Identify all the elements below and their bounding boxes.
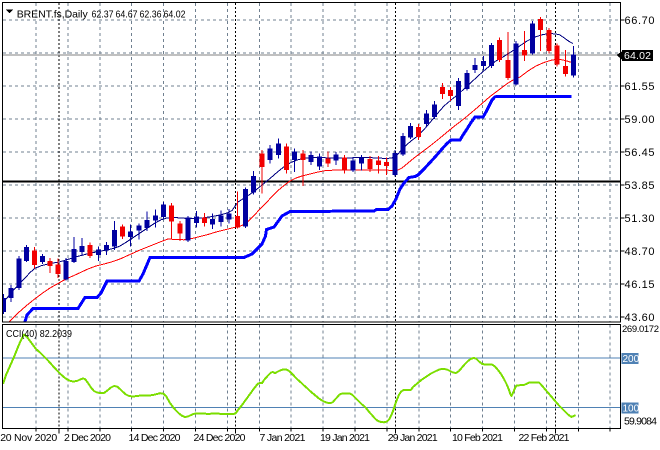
svg-text:61.55: 61.55 [625,81,655,93]
svg-text:64.67: 64.67 [116,10,138,21]
svg-text:CCI(40) 82.2039: CCI(40) 82.2039 [6,328,72,340]
svg-text:46.15: 46.15 [625,279,655,291]
svg-text:22 Feb 2021: 22 Feb 2021 [519,432,570,444]
svg-text:62.37: 62.37 [92,10,114,21]
svg-text:24 Dec 2020: 24 Dec 2020 [194,432,246,444]
svg-text:62.36: 62.36 [140,10,162,21]
svg-text:43.60: 43.60 [625,312,655,324]
svg-text:59.00: 59.00 [625,114,655,126]
svg-text:59.9084: 59.9084 [624,416,657,428]
svg-text:20 Nov 2020: 20 Nov 2020 [0,432,57,444]
svg-text:64.02: 64.02 [624,50,651,62]
svg-text:2 Dec 2020: 2 Dec 2020 [64,432,111,444]
svg-text:53.85: 53.85 [625,180,655,192]
svg-text:48.70: 48.70 [625,246,655,258]
svg-text:100: 100 [623,404,640,415]
svg-text:19 Jan 2021: 19 Jan 2021 [320,432,370,444]
svg-text:7 Jan 2021: 7 Jan 2021 [260,432,306,444]
svg-text:10 Feb 2021: 10 Feb 2021 [452,432,503,444]
svg-text:200: 200 [623,354,640,365]
svg-text:269.0172: 269.0172 [622,324,659,335]
svg-text:51.30: 51.30 [625,213,655,225]
svg-text:64.02: 64.02 [164,10,186,21]
svg-text:56.45: 56.45 [625,147,655,159]
svg-text:29 Jan 2021: 29 Jan 2021 [388,432,438,444]
svg-text:14 Dec 2020: 14 Dec 2020 [129,432,181,444]
svg-text:66.70: 66.70 [625,15,655,27]
svg-text:BRENT.fs,Daily: BRENT.fs,Daily [17,9,89,21]
